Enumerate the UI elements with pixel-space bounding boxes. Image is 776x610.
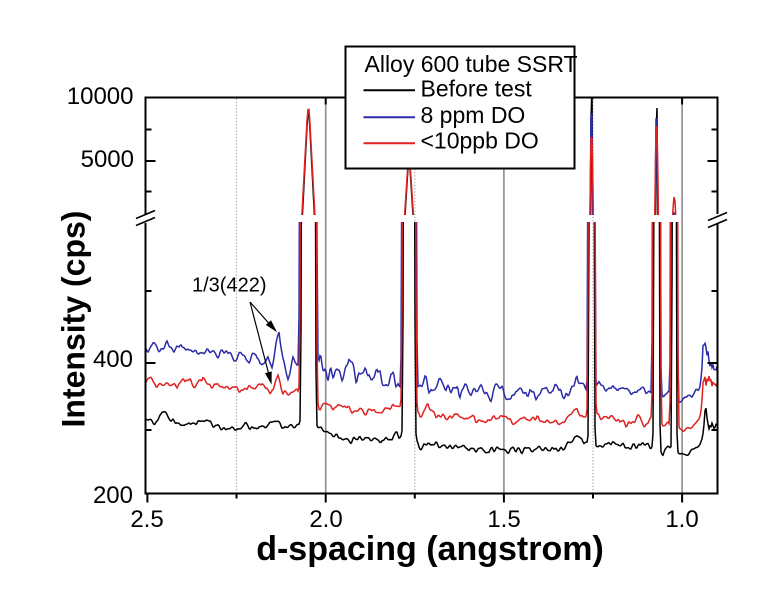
- svg-text:10000: 10000: [67, 83, 134, 110]
- svg-text:1/3(422): 1/3(422): [192, 275, 267, 297]
- svg-text:1.0: 1.0: [665, 506, 698, 533]
- svg-text:Alloy 600 tube SSRT: Alloy 600 tube SSRT: [365, 51, 578, 77]
- svg-text:Intensity (cps): Intensity (cps): [56, 211, 92, 428]
- svg-text:8 ppm DO: 8 ppm DO: [421, 102, 526, 128]
- svg-text:Before test: Before test: [421, 75, 533, 101]
- svg-text:d-spacing (angstrom): d-spacing (angstrom): [256, 530, 604, 568]
- svg-text:5000: 5000: [81, 146, 134, 173]
- svg-text:200: 200: [93, 482, 133, 509]
- svg-text:<10ppb DO: <10ppb DO: [421, 128, 539, 154]
- svg-text:1.5: 1.5: [487, 506, 520, 533]
- svg-text:2.5: 2.5: [130, 506, 163, 533]
- svg-text:2.0: 2.0: [309, 506, 342, 533]
- svg-text:400: 400: [93, 346, 133, 373]
